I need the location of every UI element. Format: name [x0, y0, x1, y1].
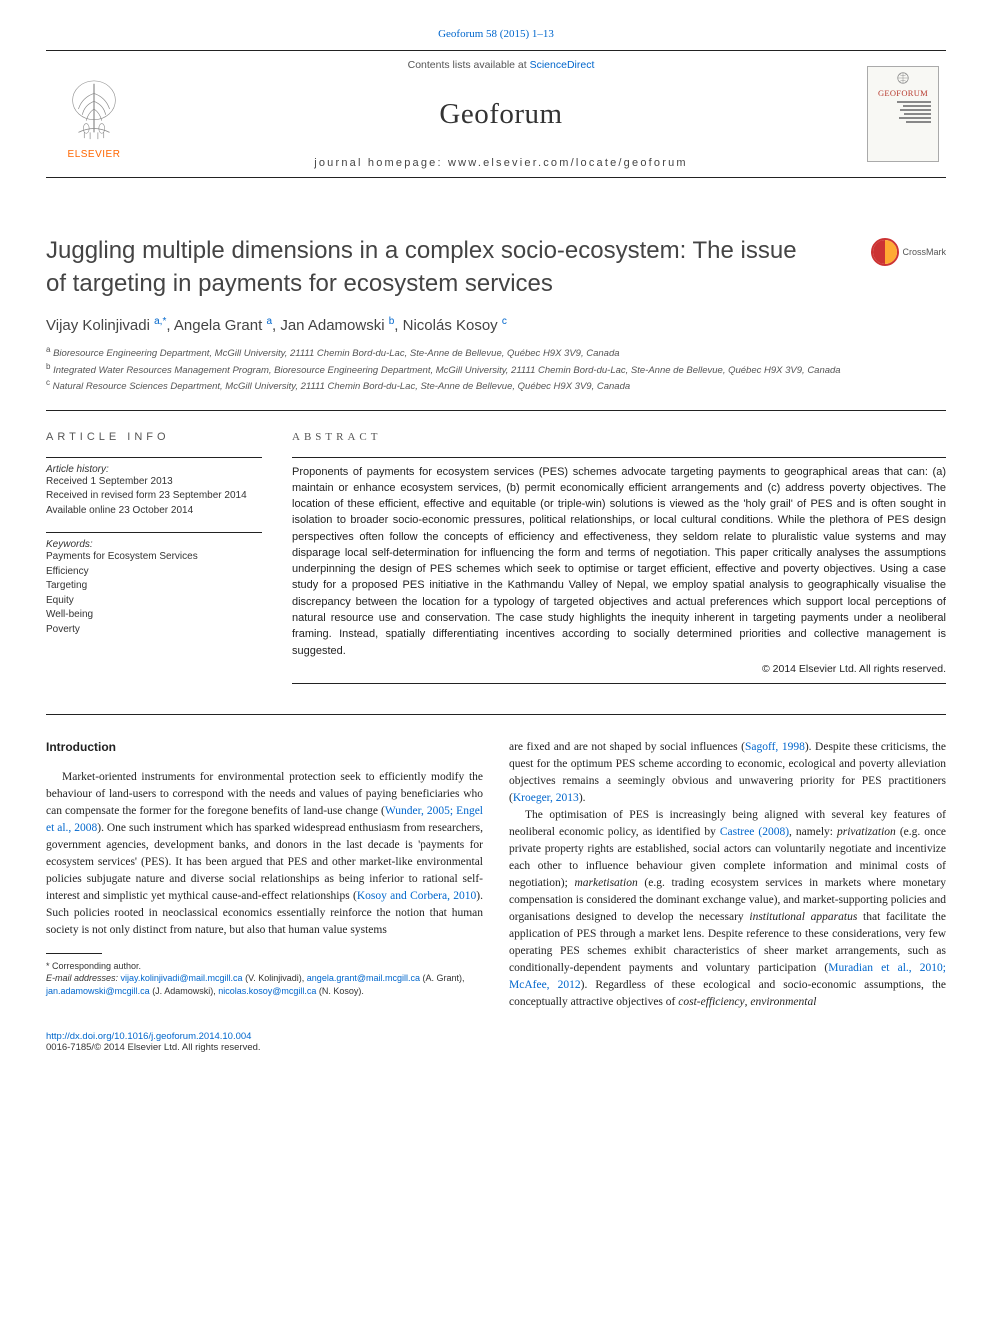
author[interactable]: Vijay Kolinjivadi a,* [46, 317, 166, 334]
elsevier-tree-icon [61, 74, 127, 146]
article-title: Juggling multiple dimensions in a comple… [46, 234, 816, 300]
body-paragraph: The optimisation of PES is increasingly … [509, 807, 946, 1011]
history-label: Article history: [46, 464, 262, 475]
info-divider [46, 532, 262, 533]
title-block: Juggling multiple dimensions in a comple… [46, 234, 946, 300]
journal-cover-thumb[interactable]: GEOFORUM [860, 51, 946, 177]
issn-copyright: 0016-7185/© 2014 Elsevier Ltd. All right… [46, 1042, 946, 1053]
article-info: ARTICLE INFO Article history: Received 1… [46, 411, 262, 690]
homepage-prefix: journal homepage: [314, 157, 448, 169]
journal-name: Geoforum [439, 98, 562, 131]
email-link[interactable]: angela.grant@mail.mcgill.ca [307, 973, 420, 983]
author[interactable]: Nicolás Kosoy c [403, 317, 507, 334]
cover-lines [871, 101, 935, 123]
crossmark-badge[interactable]: CrossMark [871, 238, 946, 266]
homepage-url[interactable]: www.elsevier.com/locate/geoforum [448, 157, 688, 169]
author[interactable]: Jan Adamowski b [280, 317, 394, 334]
authors-line: Vijay Kolinjivadi a,*, Angela Grant a, J… [46, 316, 946, 334]
publisher-logo[interactable]: ELSEVIER [46, 51, 142, 177]
citation[interactable]: Kroeger, 2013 [513, 792, 579, 804]
citation[interactable]: Sagoff, 1998 [745, 741, 805, 753]
article-info-heading: ARTICLE INFO [46, 431, 262, 443]
keyword: Targeting [46, 579, 262, 594]
keywords-label: Keywords: [46, 539, 262, 550]
body-paragraph: are fixed and are not shaped by social i… [509, 739, 946, 807]
abstract-end-divider [292, 683, 946, 684]
abstract-divider [292, 457, 946, 458]
emails-footnote: E-mail addresses: vijay.kolinjivadi@mail… [46, 972, 483, 997]
citation[interactable]: Castree (2008) [720, 826, 789, 838]
cover-box: GEOFORUM [867, 66, 939, 162]
keyword: Equity [46, 594, 262, 609]
crossmark-icon [871, 238, 899, 266]
abstract-text: Proponents of payments for ecosystem ser… [292, 464, 946, 659]
history-item: Received in revised form 23 September 20… [46, 489, 262, 504]
journal-ref-link[interactable]: Geoforum 58 (2015) 1–13 [438, 28, 554, 40]
contents-prefix: Contents lists available at [408, 59, 530, 71]
journal-header: ELSEVIER Contents lists available at Sci… [46, 50, 946, 178]
citation[interactable]: Kosoy and Corbera, 2010 [357, 890, 476, 902]
crossmark-label: CrossMark [902, 247, 946, 257]
history-item: Available online 23 October 2014 [46, 504, 262, 519]
info-divider [46, 457, 262, 458]
journal-reference: Geoforum 58 (2015) 1–13 [0, 0, 992, 50]
history-item: Received 1 September 2013 [46, 475, 262, 490]
emails-label: E-mail addresses: [46, 973, 118, 983]
affiliation-a: a Bioresource Engineering Department, Mc… [46, 344, 946, 360]
body-paragraph: Market-oriented instruments for environm… [46, 769, 483, 939]
globe-icon [896, 71, 910, 85]
page-footer: http://dx.doi.org/10.1016/j.geoforum.201… [46, 1031, 946, 1053]
email-link[interactable]: jan.adamowski@mcgill.ca [46, 986, 150, 996]
abstract: ABSTRACT Proponents of payments for ecos… [292, 411, 946, 690]
contents-line: Contents lists available at ScienceDirec… [408, 59, 595, 71]
abstract-heading: ABSTRACT [292, 431, 946, 443]
header-center: Contents lists available at ScienceDirec… [142, 51, 860, 177]
keyword: Efficiency [46, 565, 262, 580]
sciencedirect-link[interactable]: ScienceDirect [530, 59, 595, 71]
affiliation-c: c Natural Resource Sciences Department, … [46, 377, 946, 393]
body-col-left: Introduction Market-oriented instruments… [46, 739, 483, 1011]
keyword: Poverty [46, 623, 262, 638]
keyword: Well-being [46, 608, 262, 623]
doi-link[interactable]: http://dx.doi.org/10.1016/j.geoforum.201… [46, 1031, 946, 1042]
affiliations: a Bioresource Engineering Department, Mc… [46, 344, 946, 393]
email-link[interactable]: nicolas.kosoy@mcgill.ca [218, 986, 316, 996]
abstract-copyright: © 2014 Elsevier Ltd. All rights reserved… [292, 663, 946, 675]
body-col-right: are fixed and are not shaped by social i… [509, 739, 946, 1011]
body-divider [46, 714, 946, 715]
footnote-rule [46, 953, 102, 954]
cover-title: GEOFORUM [878, 88, 928, 98]
publisher-name: ELSEVIER [68, 149, 121, 160]
corresponding-footnote: * Corresponding author. [46, 960, 483, 973]
info-abstract-row: ARTICLE INFO Article history: Received 1… [46, 411, 946, 690]
homepage-line: journal homepage: www.elsevier.com/locat… [314, 157, 688, 169]
body-columns: Introduction Market-oriented instruments… [46, 739, 946, 1011]
affiliation-b: b Integrated Water Resources Management … [46, 361, 946, 377]
email-link[interactable]: vijay.kolinjivadi@mail.mcgill.ca [121, 973, 243, 983]
keyword: Payments for Ecosystem Services [46, 550, 262, 565]
intro-heading: Introduction [46, 739, 483, 757]
author[interactable]: Angela Grant a [174, 317, 272, 334]
